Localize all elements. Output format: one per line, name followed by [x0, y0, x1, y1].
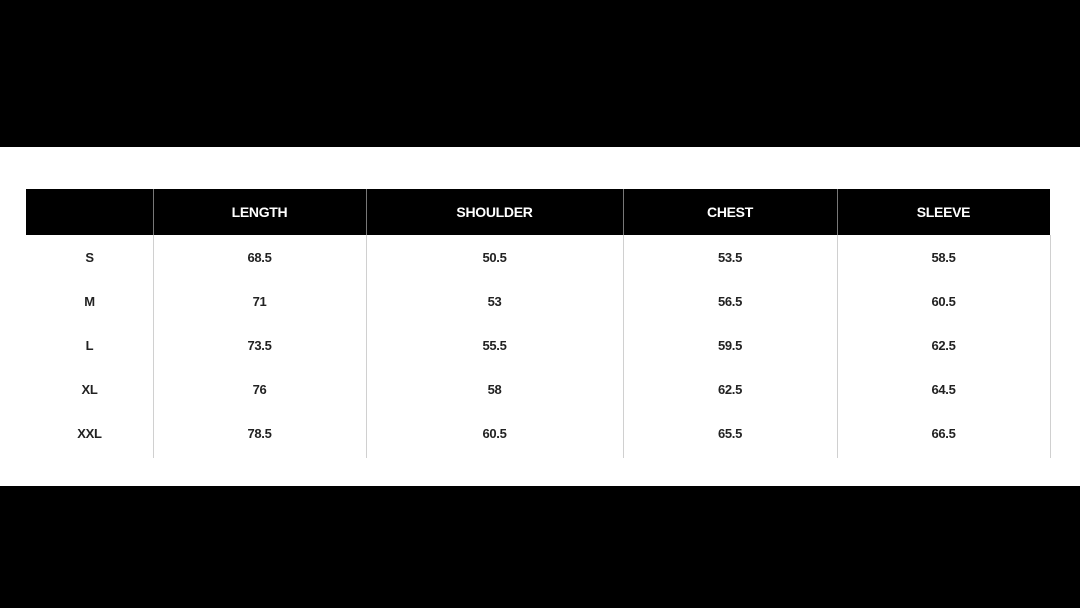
measurement: 60.5 — [482, 425, 507, 441]
measurement: 59.5 — [717, 337, 743, 353]
measurement: 56.5 — [717, 293, 743, 309]
column-divider — [623, 235, 624, 458]
table-header: LENGTH SHOULDER CHEST SLEEVE — [26, 189, 1050, 235]
header-separator — [366, 189, 367, 235]
size-label: L — [85, 337, 94, 353]
measurement: 76 — [252, 381, 267, 397]
measurement: 62.5 — [931, 337, 956, 353]
measurement: 66.5 — [931, 425, 956, 441]
measurement: 53.5 — [717, 249, 743, 265]
measurement: 50.5 — [482, 249, 507, 265]
column-divider — [366, 235, 367, 458]
measurement: 71 — [252, 293, 267, 309]
header-cell: SHOULDER — [456, 204, 533, 220]
measurement: 58 — [487, 381, 502, 397]
measurement: 73.5 — [247, 337, 272, 353]
measurement: 60.5 — [931, 293, 956, 309]
header-cell: LENGTH — [231, 204, 288, 220]
size-label: M — [84, 293, 95, 309]
column-divider — [153, 235, 154, 458]
header-separator — [623, 189, 624, 235]
size-label: XL — [81, 381, 98, 397]
measurement: 53 — [487, 293, 502, 309]
measurement: 68.5 — [247, 249, 272, 265]
measurement: 64.5 — [931, 381, 956, 397]
header-separator — [837, 189, 838, 235]
measurement: 65.5 — [717, 425, 743, 441]
header-cell: CHEST — [707, 204, 753, 220]
measurement: 55.5 — [482, 337, 507, 353]
header-cell: SLEEVE — [916, 204, 971, 220]
measurement: 78.5 — [247, 425, 272, 441]
size-label: S — [85, 249, 94, 265]
column-divider — [1050, 235, 1051, 458]
column-divider — [837, 235, 838, 458]
measurement: 62.5 — [717, 381, 743, 397]
size-chart: LENGTH SHOULDER CHEST SLEEVE S 68.5 50.5 53.5 5… — [0, 147, 1080, 486]
measurement: 58.5 — [931, 249, 956, 265]
size-label: XXL — [77, 425, 102, 441]
header-separator — [153, 189, 154, 235]
